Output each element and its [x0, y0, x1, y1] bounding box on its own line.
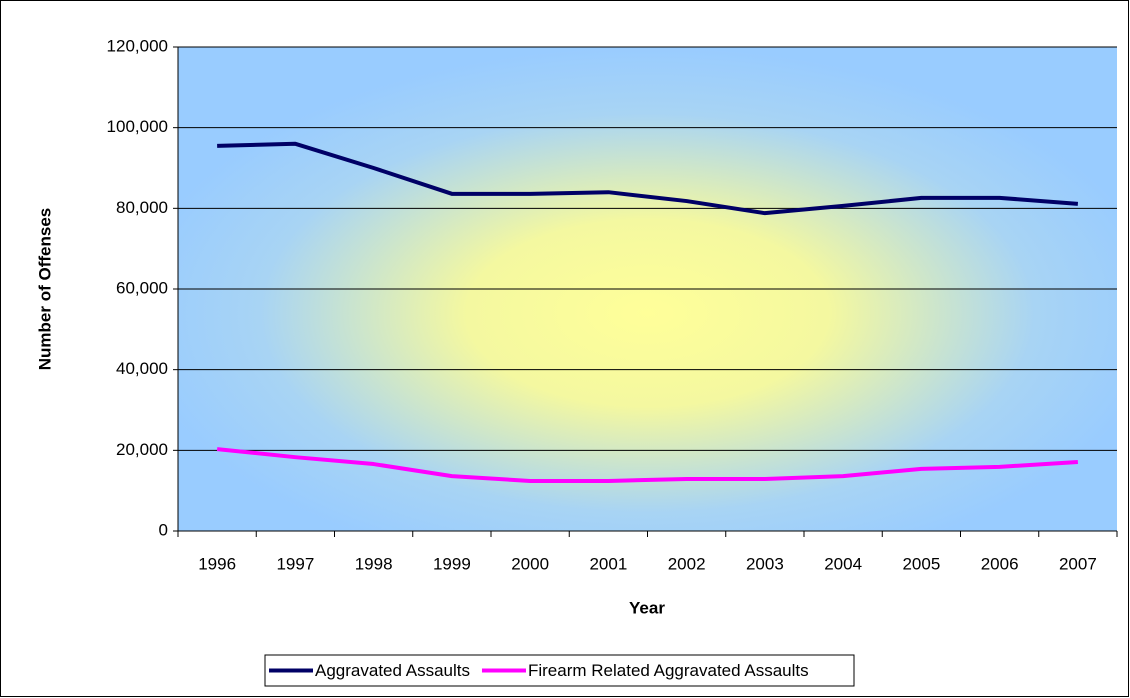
x-tick-label: 2004 — [824, 554, 862, 573]
legend-box — [264, 654, 855, 687]
x-tick-label: 2001 — [589, 554, 627, 573]
x-tick-label: 2007 — [1059, 554, 1097, 573]
line-series — [216, 447, 1079, 483]
y-tick-label: 80,000 — [116, 198, 168, 217]
line-series — [217, 141, 1079, 216]
x-axis-label: Year — [629, 598, 665, 617]
y-tick-label: 0 — [159, 520, 168, 539]
y-tick-label: 40,000 — [116, 359, 168, 378]
x-tick-label: 1999 — [433, 554, 471, 573]
y-tick-label: 20,000 — [116, 440, 168, 459]
x-tick-label: 1997 — [276, 554, 314, 573]
x-tick-label: 1996 — [198, 554, 236, 573]
x-tick-label: 2005 — [902, 554, 940, 573]
legend-label: Firearm Related Aggravated Assaults — [528, 661, 809, 680]
y-tick-label: 100,000 — [107, 117, 168, 136]
legend-label: Aggravated Assaults — [315, 661, 470, 680]
x-tick-label: 2002 — [668, 554, 706, 573]
y-tick-label: 60,000 — [116, 278, 168, 297]
x-tick-label: 2003 — [746, 554, 784, 573]
y-tick-label: 120,000 — [107, 36, 168, 55]
y-axis-label: Number of Offenses — [35, 208, 54, 370]
x-tick-label: 2006 — [981, 554, 1019, 573]
x-tick-label: 2000 — [511, 554, 549, 573]
x-tick-label: 1998 — [355, 554, 393, 573]
